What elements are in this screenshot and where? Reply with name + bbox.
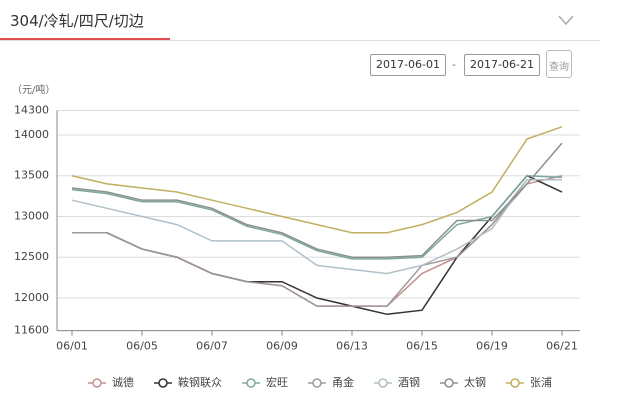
date-from[interactable]: 2017-06-01 bbox=[370, 54, 446, 76]
legend-marker bbox=[246, 378, 256, 388]
legend-label: 张浦 bbox=[530, 376, 552, 389]
x-tick-label: 06/01 bbox=[56, 340, 88, 353]
series-line bbox=[72, 174, 563, 307]
accent-line bbox=[0, 38, 170, 40]
legend-marker bbox=[378, 378, 388, 388]
y-tick-label: 13500 bbox=[14, 169, 49, 182]
y-tick-label: 14300 bbox=[14, 104, 49, 117]
series-line bbox=[71, 179, 562, 275]
series-line bbox=[71, 142, 563, 258]
x-tick-label: 06/19 bbox=[476, 340, 508, 353]
date-to[interactable]: 2017-06-21 bbox=[464, 54, 540, 76]
header: 304/冷轧/四尺/切边 bbox=[0, 0, 600, 41]
legend-label: 甬金 bbox=[332, 375, 354, 389]
legend-marker bbox=[158, 378, 168, 388]
legend-marker bbox=[92, 378, 102, 388]
query-button[interactable]: 查询 bbox=[546, 50, 572, 78]
series-line bbox=[72, 174, 563, 316]
x-tick-label: 06/15 bbox=[406, 340, 438, 353]
y-tick-label: 12000 bbox=[14, 291, 49, 304]
x-tick-label: 06/05 bbox=[126, 340, 158, 353]
chevron[interactable] bbox=[558, 14, 574, 26]
y-tick-label: 14000 bbox=[14, 128, 49, 141]
x-tick-label: 06/07 bbox=[196, 340, 228, 353]
x-tick-label: 06/21 bbox=[546, 340, 578, 353]
legend-marker bbox=[312, 378, 322, 388]
legend-label: 鞍钢联众 bbox=[178, 375, 222, 389]
legend-marker bbox=[444, 378, 454, 388]
legend-label: 太钢 bbox=[464, 376, 486, 389]
date-separator: - bbox=[452, 58, 456, 71]
x-tick-label: 06/09 bbox=[266, 340, 298, 353]
legend-label: 宏旺 bbox=[266, 375, 288, 389]
y-unit: （元/吨） bbox=[12, 83, 55, 96]
series-line bbox=[71, 174, 563, 260]
series-line bbox=[72, 179, 562, 307]
y-tick-label: 12500 bbox=[14, 250, 49, 263]
y-tick-label: 13000 bbox=[14, 209, 49, 222]
header-title: 304/冷轧/四尺/切边 bbox=[10, 12, 144, 30]
x-tick-label: 06/13 bbox=[336, 340, 368, 353]
y-tick-label: 11600 bbox=[14, 324, 49, 337]
legend-marker bbox=[510, 378, 520, 388]
legend-label: 酒钢 bbox=[398, 376, 420, 389]
legend-label: 诚德 bbox=[112, 375, 134, 389]
series-line bbox=[71, 126, 563, 234]
